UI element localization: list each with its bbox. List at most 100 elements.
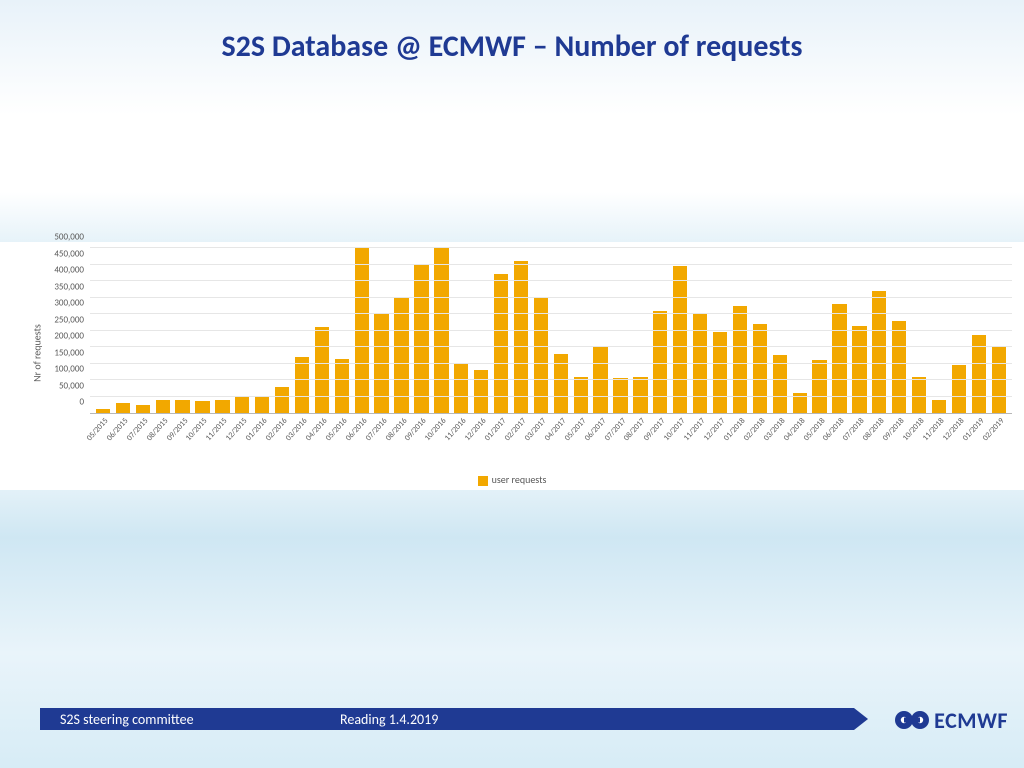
bar-slot: [711, 248, 729, 413]
bar-slot: [233, 248, 251, 413]
y-tick-label: 300,000: [54, 298, 84, 309]
bar-slot: [890, 248, 908, 413]
bar-slot: [850, 248, 868, 413]
bar-slot: [413, 248, 431, 413]
bar: [116, 403, 130, 413]
gridline: [90, 297, 1012, 298]
bar-slot: [353, 248, 371, 413]
bar: [295, 357, 309, 413]
bar-series: [90, 248, 1012, 413]
bar-slot: [194, 248, 212, 413]
ecmwf-logo: ECMWF: [894, 700, 1008, 740]
bar: [713, 332, 727, 413]
legend-swatch: [478, 476, 488, 486]
bar: [514, 261, 528, 413]
y-tick-label: 400,000: [54, 265, 84, 276]
bar: [932, 400, 946, 413]
bar: [952, 365, 966, 413]
bar-slot: [313, 248, 331, 413]
bar-slot: [831, 248, 849, 413]
ecmwf-logo-icon: [894, 706, 930, 734]
bar: [892, 321, 906, 413]
bar: [175, 400, 189, 413]
bar-slot: [114, 248, 132, 413]
x-axis-labels: 05/201506/201507/201508/201509/201510/20…: [90, 414, 1012, 458]
bar-slot: [631, 248, 649, 413]
bar-slot: [930, 248, 948, 413]
bar: [156, 400, 170, 413]
gridline: [90, 247, 1012, 248]
footer: S2S steering committee Reading 1.4.2019 …: [40, 702, 1024, 738]
y-axis-label: Nr of requests: [30, 324, 43, 382]
footer-left-text: S2S steering committee: [60, 711, 194, 728]
legend-label: user requests: [492, 473, 547, 486]
bar: [673, 266, 687, 413]
bar: [434, 248, 448, 413]
bar-slot: [870, 248, 888, 413]
y-tick-label: 50,000: [59, 380, 84, 391]
bar-slot: [731, 248, 749, 413]
bar-slot: [990, 248, 1008, 413]
footer-mid-text: Reading 1.4.2019: [340, 711, 438, 728]
bar: [733, 306, 747, 413]
gridline: [90, 280, 1012, 281]
gridline: [90, 363, 1012, 364]
page-title: S2S Database @ ECMWF – Number of request…: [0, 28, 1024, 65]
bar: [414, 265, 428, 414]
bar: [195, 401, 209, 413]
bar-slot: [94, 248, 112, 413]
bar: [832, 304, 846, 413]
bar-slot: [532, 248, 550, 413]
bar: [96, 409, 110, 413]
bar-slot: [751, 248, 769, 413]
bar: [454, 364, 468, 414]
bar-slot: [213, 248, 231, 413]
ecmwf-logo-text: ECMWF: [934, 707, 1008, 734]
gridline: [90, 346, 1012, 347]
bar-slot: [472, 248, 490, 413]
bar-slot: [671, 248, 689, 413]
bar: [494, 274, 508, 413]
bar: [136, 405, 150, 413]
bar-slot: [970, 248, 988, 413]
bar-slot: [373, 248, 391, 413]
gridline: [90, 264, 1012, 265]
bar: [852, 326, 866, 413]
bar-slot: [592, 248, 610, 413]
bar-slot: [154, 248, 172, 413]
bar-slot: [432, 248, 450, 413]
y-tick-label: 100,000: [54, 364, 84, 375]
gridline: [90, 330, 1012, 331]
bar: [255, 397, 269, 414]
bar-slot: [572, 248, 590, 413]
bar: [215, 400, 229, 413]
x-tick-label: 05/2015: [85, 416, 111, 443]
bar-slot: [811, 248, 829, 413]
bar: [275, 387, 289, 413]
bar: [474, 370, 488, 413]
y-tick-label: 500,000: [54, 232, 84, 243]
bar: [335, 359, 349, 413]
footer-band: S2S steering committee Reading 1.4.2019: [40, 708, 854, 730]
bar-slot: [333, 248, 351, 413]
gridline: [90, 313, 1012, 314]
y-tick-label: 350,000: [54, 281, 84, 292]
bar-slot: [651, 248, 669, 413]
requests-bar-chart: Nr of requests 050,000100,000150,000200,…: [0, 242, 1024, 490]
bar-slot: [552, 248, 570, 413]
y-tick-label: 250,000: [54, 314, 84, 325]
bar-slot: [293, 248, 311, 413]
bar-slot: [512, 248, 530, 413]
bar: [235, 397, 249, 414]
bar: [315, 327, 329, 413]
gridline: [90, 379, 1012, 380]
y-tick-label: 0: [79, 397, 84, 408]
bar: [773, 355, 787, 413]
bar: [812, 360, 826, 413]
bar-slot: [492, 248, 510, 413]
bar-slot: [691, 248, 709, 413]
plot-area: 050,000100,000150,000200,000250,000300,0…: [90, 248, 1012, 414]
bar-slot: [771, 248, 789, 413]
y-tick-label: 450,000: [54, 248, 84, 259]
bar: [753, 324, 767, 413]
